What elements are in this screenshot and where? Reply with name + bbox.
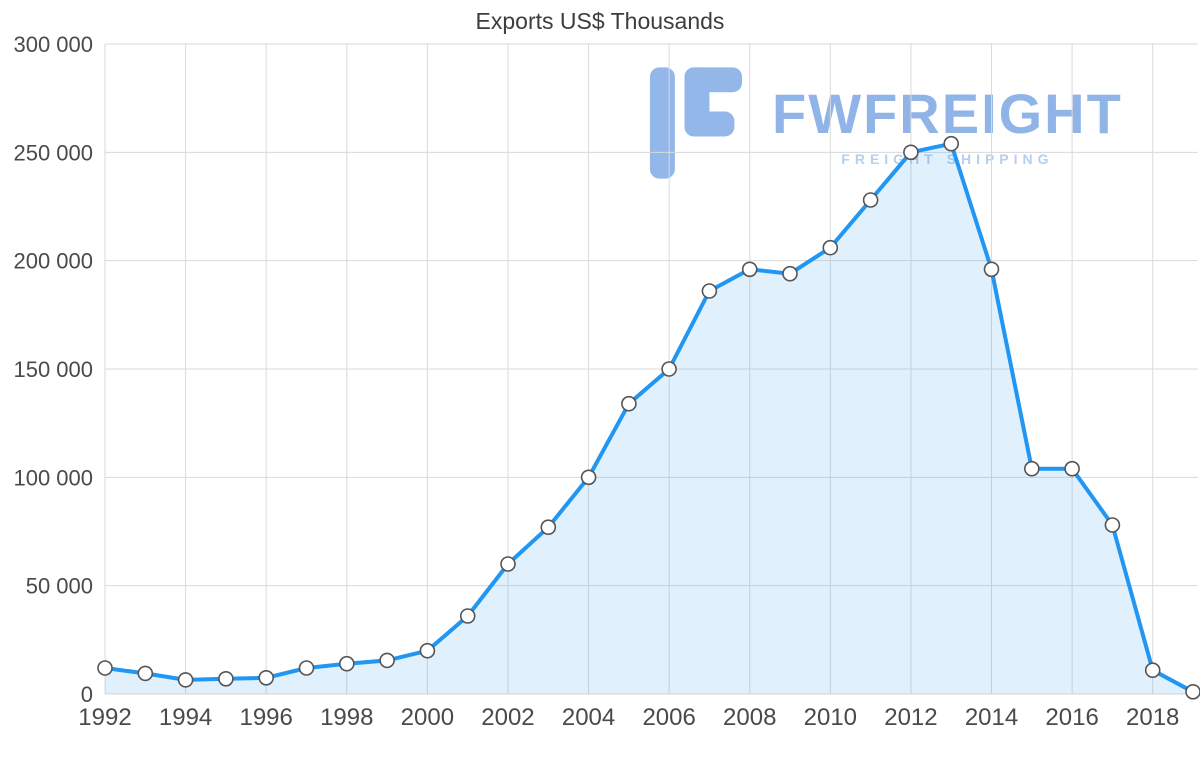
- x-axis-tick-label: 1998: [320, 704, 373, 731]
- data-point-marker: [379, 652, 395, 669]
- data-point-marker: [419, 642, 436, 659]
- data-point-marker: [338, 655, 355, 672]
- data-point-marker: [983, 261, 1000, 278]
- data-point-marker: [1064, 460, 1080, 477]
- data-point-marker: [298, 660, 315, 676]
- data-point-marker: [1104, 517, 1121, 533]
- area-fill: [105, 143, 1193, 694]
- data-point-marker: [862, 192, 879, 208]
- x-axis-tick-label: 2012: [884, 704, 937, 731]
- x-axis-tick-label: 1994: [159, 704, 212, 731]
- data-point-marker: [621, 395, 637, 412]
- data-point-marker: [1185, 684, 1200, 700]
- x-axis-tick-label: 2018: [1126, 704, 1179, 731]
- y-axis-tick-label: 100 000: [13, 465, 93, 490]
- x-axis-tick-label: 2010: [804, 704, 857, 731]
- data-point-marker: [1024, 460, 1040, 477]
- data-point-marker: [1144, 662, 1161, 679]
- data-point-marker: [258, 669, 275, 686]
- data-point-marker: [218, 670, 234, 687]
- exports-line: [103, 141, 1195, 694]
- data-point-marker: [741, 261, 758, 278]
- x-axis-tick-label: 1992: [78, 704, 131, 731]
- x-axis-tick-label: 2006: [642, 704, 695, 731]
- x-axis-tick-label: 2008: [723, 704, 776, 731]
- data-point-marker: [137, 665, 154, 682]
- data-point-marker: [701, 283, 718, 299]
- data-point-marker: [661, 361, 677, 377]
- data-point-marker: [822, 239, 839, 256]
- y-axis-tick-label: 300 000: [13, 32, 93, 57]
- x-axis-tick-label: 2004: [562, 704, 615, 731]
- data-point-marker: [580, 469, 597, 486]
- chart-title: Exports US$ Thousands: [475, 8, 725, 34]
- y-axis-tick-label: 250 000: [13, 140, 93, 165]
- x-axis-tick-label: 2014: [965, 704, 1018, 731]
- data-point-marker: [540, 519, 557, 536]
- data-point-marker: [97, 660, 113, 676]
- data-point-marker: [500, 556, 516, 572]
- data-point-marker: [903, 144, 919, 161]
- x-axis-tick-label: 2000: [401, 704, 454, 731]
- x-axis-tick-label: 1996: [239, 704, 292, 731]
- y-axis-tick-label: 200 000: [13, 249, 93, 274]
- data-point-marker: [782, 265, 798, 282]
- y-axis-tick-label: 150 000: [13, 357, 93, 382]
- x-axis-tick-label: 2002: [481, 704, 534, 731]
- x-axis-tick-label: 2016: [1045, 704, 1098, 731]
- data-point-marker: [943, 135, 960, 152]
- y-axis-tick-label: 50 000: [26, 574, 93, 599]
- data-point-marker: [459, 608, 476, 624]
- y-axis-tick-label: 0: [81, 682, 93, 707]
- data-point-marker: [177, 672, 194, 688]
